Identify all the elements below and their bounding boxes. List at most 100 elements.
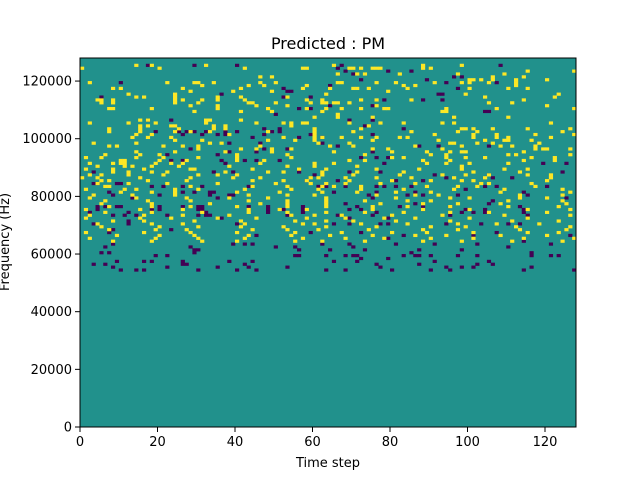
y-tick-label: 120000 xyxy=(22,75,72,90)
heatmap-cell-low xyxy=(486,109,492,114)
heatmap-cell-high xyxy=(335,81,340,85)
heatmap-cell-high xyxy=(138,130,143,134)
heatmap-cell-high xyxy=(521,150,526,154)
heatmap-cell-high xyxy=(393,81,399,85)
heatmap-cell-high xyxy=(556,205,561,209)
heatmap-cell-high xyxy=(134,150,139,154)
heatmap-cell-high xyxy=(312,127,317,131)
heatmap-cell-low xyxy=(409,184,414,189)
heatmap-cell-high xyxy=(455,130,461,134)
heatmap-cell-low xyxy=(382,98,387,102)
heatmap-cell-low xyxy=(207,190,213,194)
heatmap-cell-high xyxy=(99,202,104,206)
heatmap-cell-high xyxy=(126,92,131,96)
heatmap-cell-low xyxy=(122,213,127,217)
heatmap-cell-low xyxy=(231,170,236,174)
heatmap-cell-high xyxy=(421,239,426,243)
heatmap-cell-high xyxy=(455,202,461,206)
heatmap-cell-high xyxy=(463,173,468,177)
heatmap-cell-low xyxy=(320,141,325,145)
heatmap-cell-high xyxy=(242,222,247,226)
heatmap-cell-high xyxy=(525,69,530,73)
heatmap-cell-high xyxy=(246,199,251,203)
heatmap-cell-high xyxy=(517,170,523,174)
heatmap-cell-high xyxy=(157,66,162,70)
heatmap-cell-high xyxy=(506,86,511,91)
heatmap-cell-high xyxy=(258,176,263,180)
heatmap-cell-low xyxy=(370,132,375,137)
y-tick-label: 40000 xyxy=(31,305,72,320)
heatmap-cell-high xyxy=(525,167,530,171)
heatmap-cell-high xyxy=(359,98,364,102)
heatmap-cell-high xyxy=(428,66,433,70)
heatmap-cell-high xyxy=(246,210,251,214)
heatmap-cell-low xyxy=(223,132,228,137)
heatmap-cell-high xyxy=(548,176,554,180)
heatmap-cell-high xyxy=(324,196,329,200)
heatmap-cell-high xyxy=(169,216,174,220)
heatmap-cell-low xyxy=(227,193,232,197)
heatmap-cell-low xyxy=(107,230,112,235)
heatmap-cell-high xyxy=(471,230,476,235)
heatmap-cell-high xyxy=(506,138,511,142)
heatmap-cell-high xyxy=(343,236,348,240)
heatmap-cell-low xyxy=(417,144,422,148)
heatmap-cell-low xyxy=(91,262,96,266)
heatmap-cell-high xyxy=(548,135,554,140)
heatmap-cell-high xyxy=(510,239,515,243)
heatmap-cell-low xyxy=(436,144,441,148)
heatmap-cell-high xyxy=(285,153,290,157)
heatmap-cell-high xyxy=(440,213,445,217)
heatmap-cell-high xyxy=(103,210,108,214)
heatmap-cell-low xyxy=(204,130,209,134)
heatmap-cell-high xyxy=(142,213,147,217)
heatmap-cell-high xyxy=(405,205,410,209)
heatmap-cell-low xyxy=(165,254,170,258)
heatmap-cell-low xyxy=(215,132,220,137)
heatmap-cell-high xyxy=(184,158,189,163)
heatmap-cell-high xyxy=(347,141,352,145)
heatmap-cell-low xyxy=(324,254,329,258)
heatmap-cell-low xyxy=(335,66,340,70)
heatmap-cell-low xyxy=(114,259,120,263)
heatmap-cell-high xyxy=(145,124,151,128)
heatmap-cell-high xyxy=(107,107,112,111)
heatmap-cell-low xyxy=(192,251,197,255)
heatmap-cell-low xyxy=(258,141,263,145)
heatmap-cell-low xyxy=(149,207,154,212)
heatmap-cell-high xyxy=(180,86,185,91)
heatmap-cell-low xyxy=(196,213,201,217)
heatmap-cell-low xyxy=(285,89,290,93)
heatmap-cell-high xyxy=(374,167,379,171)
heatmap-cell-high xyxy=(517,193,523,197)
heatmap-cell-high xyxy=(390,213,395,217)
heatmap-cell-low xyxy=(266,210,271,214)
heatmap-cell-high xyxy=(463,127,468,131)
heatmap-cell-high xyxy=(83,230,89,235)
heatmap-cell-high xyxy=(545,78,550,82)
heatmap-cell-high xyxy=(529,138,534,142)
heatmap-cell-low xyxy=(246,205,251,209)
heatmap-cell-high xyxy=(370,205,375,209)
heatmap-cell-low xyxy=(118,205,123,209)
heatmap-cell-low xyxy=(335,144,340,148)
heatmap-cell-low xyxy=(184,262,189,266)
heatmap-cell-high xyxy=(374,176,379,180)
heatmap-cell-high xyxy=(452,187,457,191)
heatmap-cell-low xyxy=(351,72,356,76)
heatmap-cell-high xyxy=(134,196,139,200)
heatmap-cell-high xyxy=(149,63,154,67)
heatmap-cell-high xyxy=(517,228,523,232)
heatmap-cell-high xyxy=(316,176,321,180)
heatmap-cell-low xyxy=(490,199,495,203)
heatmap-cell-high xyxy=(281,121,286,125)
y-axis-title: Frequency (Hz) xyxy=(0,193,13,291)
heatmap-cell-high xyxy=(401,210,406,214)
heatmap-cell-high xyxy=(246,233,251,238)
heatmap-cell-high xyxy=(215,95,220,99)
heatmap-background xyxy=(80,58,576,427)
heatmap-cell-high xyxy=(188,184,193,189)
heatmap-cell-low xyxy=(99,95,104,99)
heatmap-cell-high xyxy=(370,147,375,151)
heatmap-cell-high xyxy=(149,190,154,194)
